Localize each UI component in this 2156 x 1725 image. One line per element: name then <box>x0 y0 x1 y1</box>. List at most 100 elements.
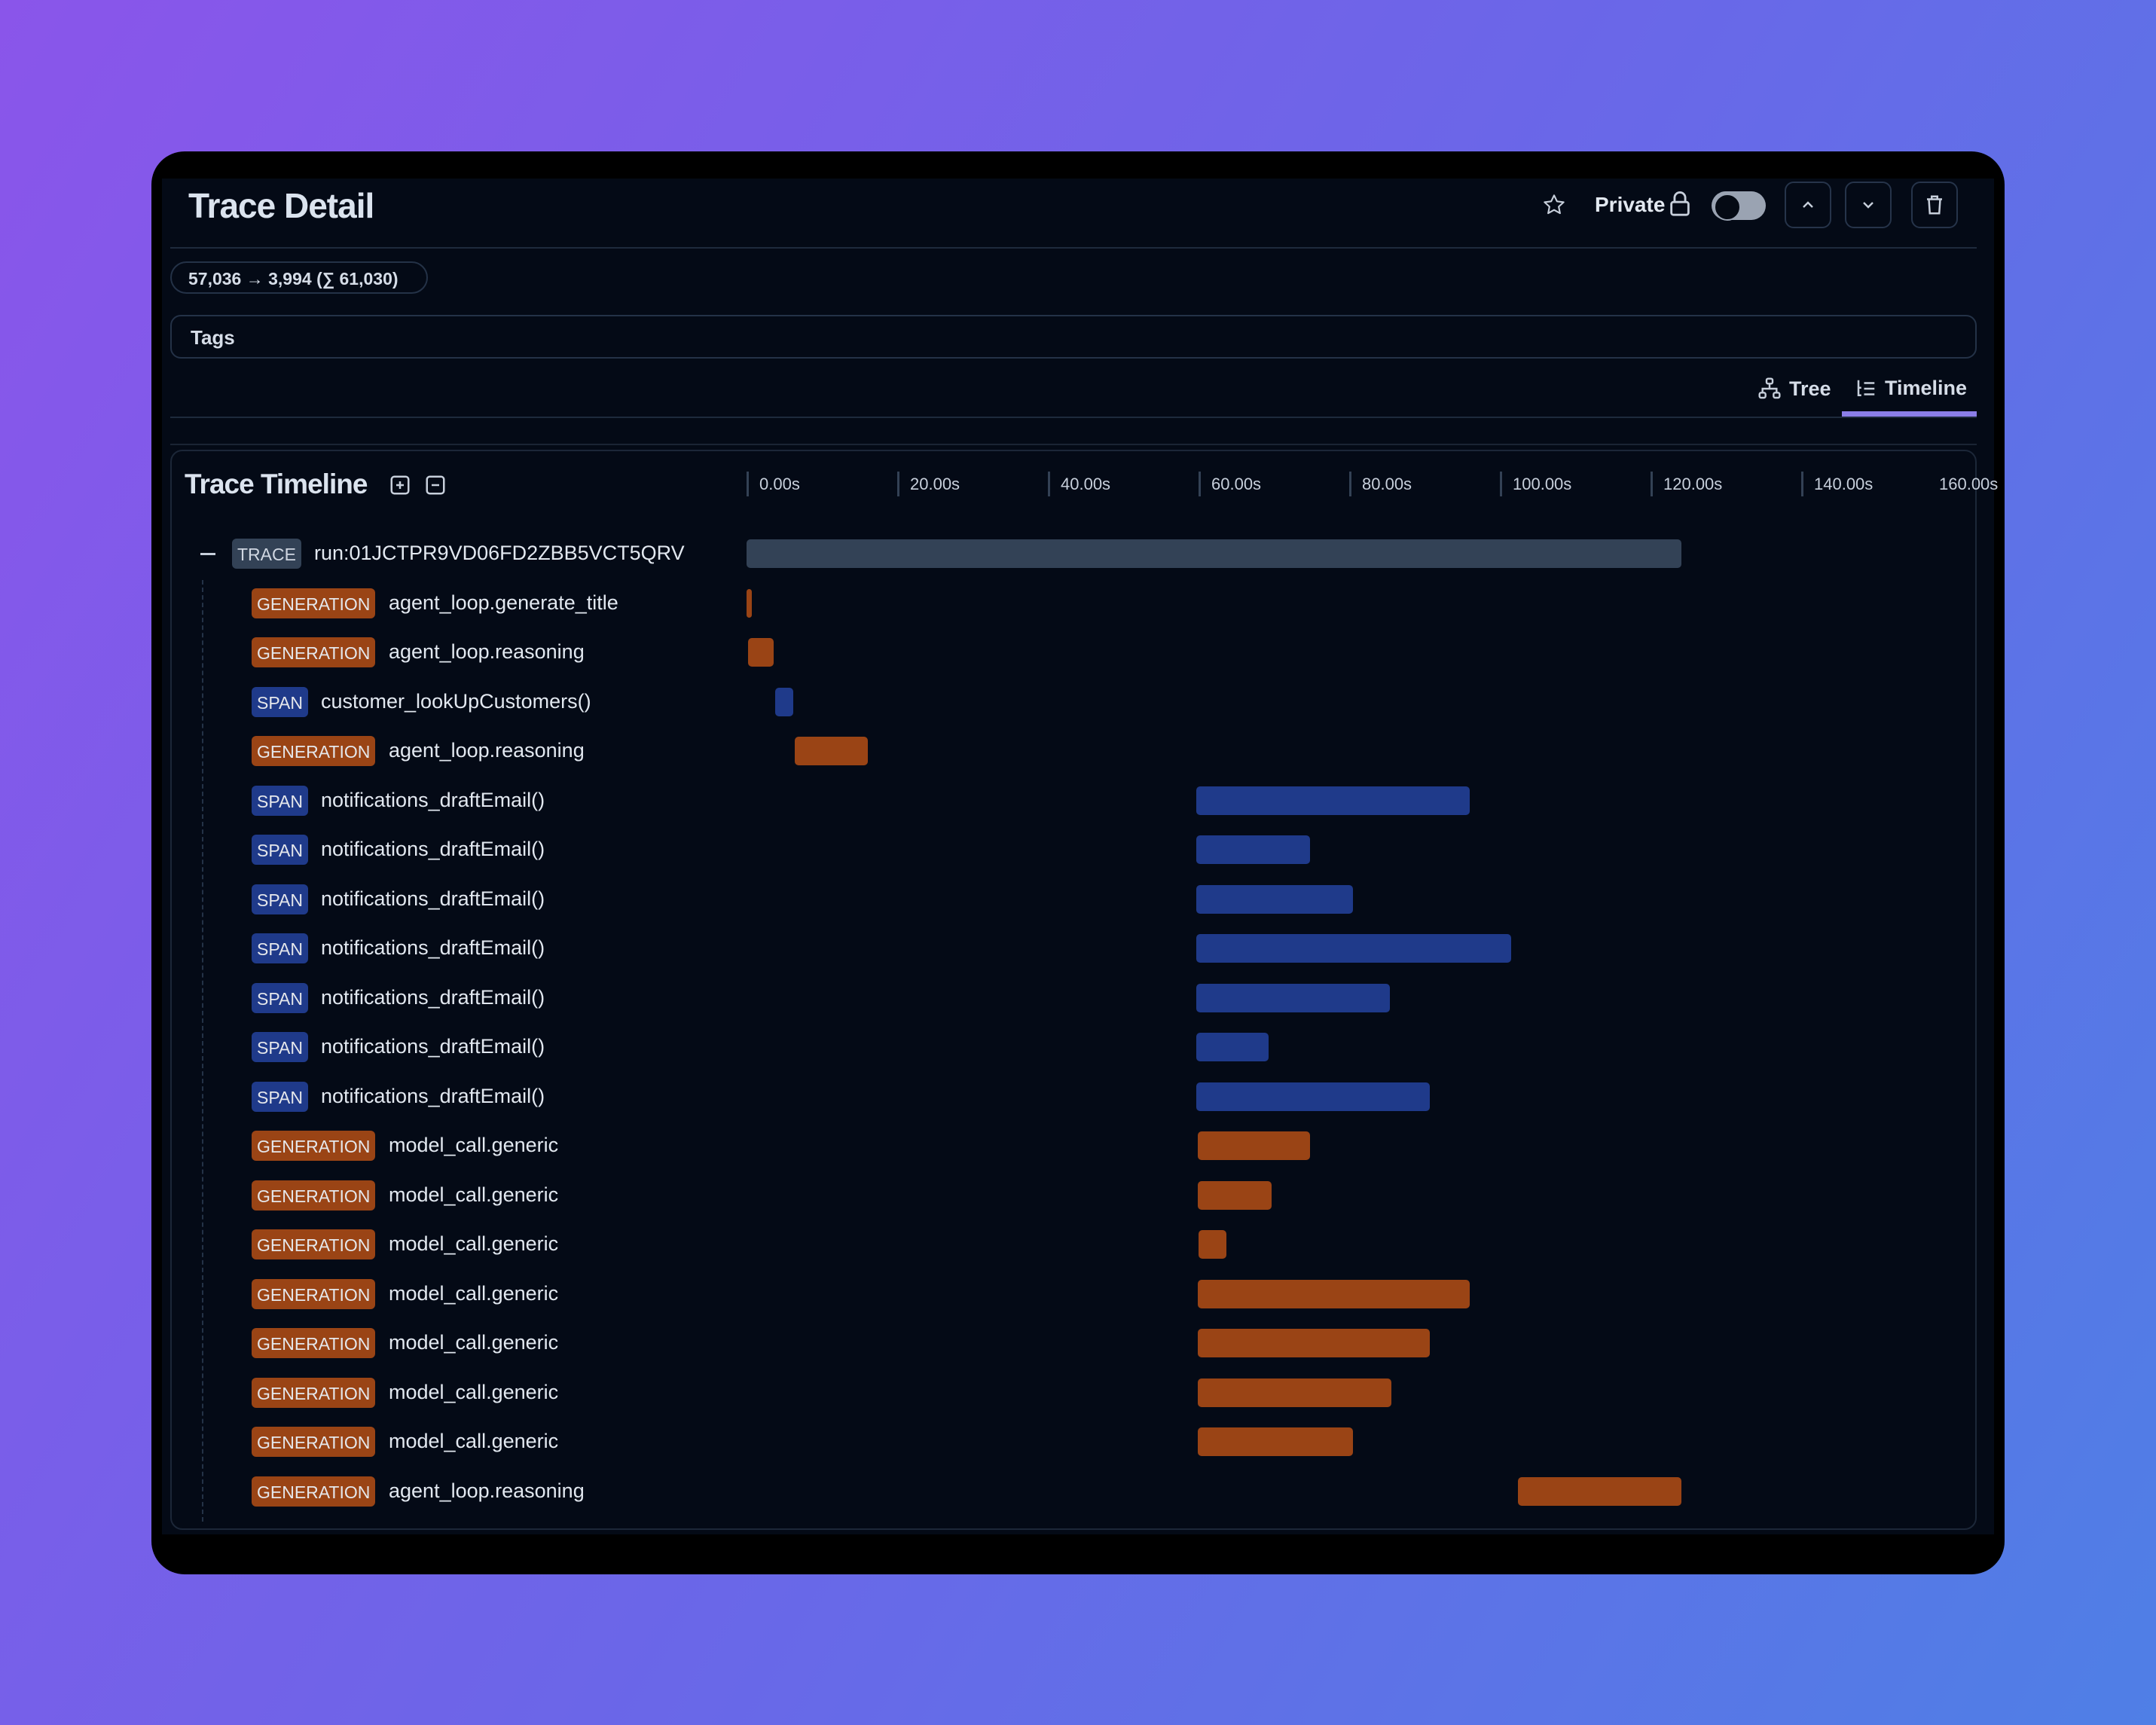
observation-row[interactable]: GENERATION model_call.generic <box>0 1278 2156 1311</box>
row-name: notifications_draftEmail() <box>321 1035 545 1058</box>
duration-bar[interactable] <box>1196 1082 1430 1111</box>
lock-icon <box>1670 191 1690 216</box>
duration-bar[interactable] <box>1198 1378 1391 1407</box>
span-badge: SPAN <box>252 1032 308 1062</box>
span-badge: SPAN <box>252 982 308 1013</box>
observation-row[interactable]: GENERATION model_call.generic <box>0 1228 2156 1261</box>
section-divider <box>170 444 1977 445</box>
axis-tick <box>1651 472 1653 496</box>
expand-all-icon[interactable] <box>389 474 411 496</box>
previous-trace-button[interactable] <box>1785 182 1831 228</box>
tab-tree[interactable]: Tree <box>1757 377 1831 401</box>
axis-tick-label: 120.00s <box>1663 475 1723 493</box>
axis-tick-label: 80.00s <box>1362 475 1412 493</box>
header-divider <box>170 247 1977 249</box>
duration-bar[interactable] <box>747 588 752 618</box>
axis-tick <box>1199 472 1201 496</box>
row-name: notifications_draftEmail() <box>321 838 545 860</box>
chevron-down-icon <box>1863 202 1874 209</box>
duration-bar[interactable] <box>1198 1427 1353 1456</box>
collapse-all-icon[interactable] <box>424 474 447 496</box>
axis-tick-label: 20.00s <box>910 475 960 493</box>
axis-tick-label: 100.00s <box>1513 475 1572 493</box>
duration-bar[interactable] <box>1196 835 1310 864</box>
generation-badge: GENERATION <box>252 1229 376 1259</box>
timeline-title: Trace Timeline <box>185 469 368 499</box>
tags-label: Tags <box>191 326 235 349</box>
duration-bar[interactable] <box>1196 934 1511 963</box>
observation-row[interactable]: SPAN notifications_draftEmail() <box>0 883 2156 916</box>
observation-row[interactable]: GENERATION agent_loop.generate_title <box>0 587 2156 620</box>
observation-row[interactable]: GENERATION agent_loop.reasoning <box>0 636 2156 669</box>
observation-row[interactable]: SPAN notifications_draftEmail() <box>0 982 2156 1015</box>
collapse-trace-icon[interactable] <box>200 553 215 555</box>
trace-row[interactable]: TRACE run:01JCTPR9VD06FD2ZBB5VCT5QRV <box>0 537 2156 570</box>
duration-bar[interactable] <box>775 687 793 716</box>
tab-timeline-label: Timeline <box>1885 377 1968 399</box>
span-badge: SPAN <box>252 1081 308 1112</box>
duration-bar[interactable] <box>1198 1131 1310 1160</box>
generation-badge: GENERATION <box>252 1180 376 1211</box>
span-badge: SPAN <box>252 686 308 717</box>
timeline-icon <box>1857 380 1875 396</box>
star-icon[interactable] <box>1542 193 1566 217</box>
delete-button[interactable] <box>1911 182 1958 228</box>
observation-row[interactable]: GENERATION model_call.generic <box>0 1327 2156 1360</box>
duration-bar[interactable] <box>747 539 1681 568</box>
axis-tick <box>897 472 899 496</box>
observation-row[interactable]: GENERATION model_call.generic <box>0 1376 2156 1409</box>
observation-row[interactable]: SPAN notifications_draftEmail() <box>0 833 2156 866</box>
generation-badge: GENERATION <box>252 1377 376 1408</box>
row-name: agent_loop.reasoning <box>389 640 585 663</box>
next-trace-button[interactable] <box>1845 182 1892 228</box>
observation-row[interactable]: SPAN notifications_draftEmail() <box>0 1030 2156 1064</box>
tab-timeline[interactable]: Timeline <box>1855 377 1967 400</box>
token-usage-pill: 57,036 → 3,994 (∑ 61,030) <box>170 261 428 294</box>
private-toggle[interactable] <box>1712 191 1766 221</box>
duration-bar[interactable] <box>1196 1033 1269 1061</box>
observation-row[interactable]: SPAN notifications_draftEmail() <box>0 932 2156 965</box>
axis-tick-label: 60.00s <box>1211 475 1262 493</box>
private-label: Private <box>1595 193 1666 216</box>
page-title: Trace Detail <box>188 186 374 225</box>
observation-row[interactable]: GENERATION agent_loop.reasoning <box>0 734 2156 768</box>
row-name: notifications_draftEmail() <box>321 936 545 959</box>
span-badge: SPAN <box>252 785 308 816</box>
observation-row[interactable]: GENERATION model_call.generic <box>0 1129 2156 1162</box>
axis-tick-label: 160.00s <box>1939 475 1999 493</box>
duration-bar[interactable] <box>1198 1329 1430 1357</box>
trace-badge: TRACE <box>232 539 301 569</box>
duration-bar[interactable] <box>795 737 868 765</box>
duration-bar[interactable] <box>1196 983 1390 1012</box>
trace-timeline-panel <box>170 450 1977 1530</box>
duration-bar[interactable] <box>1518 1476 1681 1506</box>
row-name: agent_loop.reasoning <box>389 1479 585 1502</box>
generation-badge: GENERATION <box>252 736 376 766</box>
trash-icon <box>1927 195 1942 215</box>
generation-badge: GENERATION <box>252 1427 376 1457</box>
row-name: model_call.generic <box>389 1183 559 1206</box>
row-name: model_call.generic <box>389 1281 559 1305</box>
observation-row[interactable]: SPAN notifications_draftEmail() <box>0 1080 2156 1113</box>
tags-field[interactable]: Tags <box>170 315 1977 359</box>
observation-row[interactable]: GENERATION model_call.generic <box>0 1425 2156 1458</box>
duration-bar[interactable] <box>1196 786 1470 815</box>
axis-tick <box>1349 472 1351 496</box>
observation-row[interactable]: SPAN customer_lookUpCustomers() <box>0 685 2156 719</box>
observation-row[interactable]: GENERATION agent_loop.reasoning <box>0 1475 2156 1508</box>
axis-tick-label: 0.00s <box>759 475 800 493</box>
row-name: notifications_draftEmail() <box>321 788 545 811</box>
observation-row[interactable]: SPAN notifications_draftEmail() <box>0 784 2156 817</box>
observation-row[interactable]: GENERATION model_call.generic <box>0 1179 2156 1212</box>
duration-bar[interactable] <box>1196 884 1353 914</box>
duration-bar[interactable] <box>1199 1230 1226 1259</box>
row-name: notifications_draftEmail() <box>321 985 545 1009</box>
axis-tick <box>1500 472 1502 496</box>
generation-badge: GENERATION <box>252 1328 376 1358</box>
duration-bar[interactable] <box>748 638 774 667</box>
axis-tick-label: 140.00s <box>1814 475 1874 493</box>
duration-bar[interactable] <box>1198 1180 1272 1210</box>
generation-badge: GENERATION <box>252 588 376 618</box>
duration-bar[interactable] <box>1198 1279 1470 1308</box>
axis-tick <box>1801 472 1803 496</box>
